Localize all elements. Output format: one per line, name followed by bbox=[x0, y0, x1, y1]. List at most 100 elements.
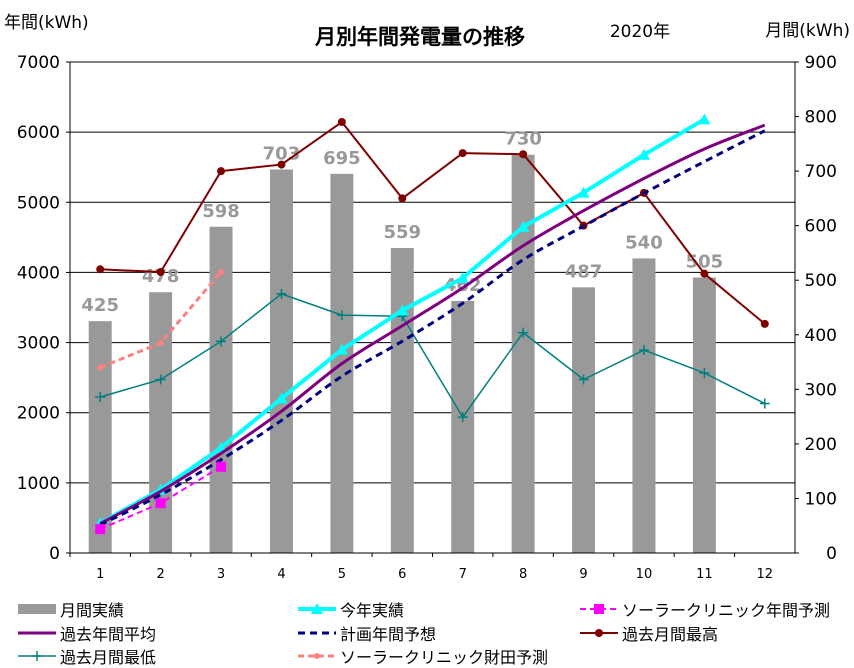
y-axis-right-ticks: 0 100 200 300 400 500 600 700 800 900 bbox=[795, 53, 837, 564]
x-tick-label: 1 bbox=[96, 567, 104, 582]
bar-value-label: 730 bbox=[504, 129, 542, 150]
legend-item: 月間実績 bbox=[18, 601, 124, 620]
y-right-tick-label: 600 bbox=[805, 217, 837, 237]
point-past_min bbox=[276, 288, 287, 299]
x-tick-label: 6 bbox=[398, 567, 406, 582]
bar-month bbox=[692, 277, 716, 553]
point-past_max bbox=[337, 118, 346, 127]
point-past_max bbox=[700, 269, 709, 278]
bar-month bbox=[88, 321, 112, 553]
x-tick-label: 7 bbox=[459, 567, 467, 582]
bar-value-label: 540 bbox=[625, 232, 663, 253]
point-actual bbox=[396, 304, 409, 316]
legend-label: 過去月間最低 bbox=[60, 648, 156, 667]
bar-month bbox=[572, 287, 596, 553]
point-past_min bbox=[95, 391, 106, 402]
bar-value-label: 598 bbox=[202, 201, 240, 222]
series-plan bbox=[99, 129, 766, 527]
point-actual bbox=[577, 186, 590, 198]
y-right-tick-label: 800 bbox=[805, 108, 837, 128]
x-tick-label: 8 bbox=[519, 567, 527, 582]
bar-month bbox=[269, 169, 293, 554]
point-actual bbox=[335, 343, 348, 355]
point-past_min bbox=[518, 327, 529, 338]
x-tick-label: 5 bbox=[338, 567, 346, 582]
legend-item: 過去月間最高 bbox=[580, 625, 718, 644]
legend-marker bbox=[32, 651, 42, 661]
series-past_min bbox=[95, 288, 770, 423]
legend-item: ソーラークリニック財田予測 bbox=[298, 648, 548, 667]
bar-month bbox=[149, 292, 173, 553]
bar-value-label: 559 bbox=[384, 222, 422, 243]
point-past_max bbox=[156, 268, 165, 277]
legend-marker bbox=[314, 653, 320, 659]
y-left-tick-label: 0 bbox=[49, 544, 60, 564]
bar-value-label: 487 bbox=[565, 261, 603, 282]
monthly-bars bbox=[88, 154, 716, 554]
point-projection_yearly bbox=[95, 524, 106, 535]
legend-item: 今年実績 bbox=[298, 601, 404, 620]
y-left-tick-label: 1000 bbox=[17, 474, 60, 494]
legend-label: 過去年間平均 bbox=[60, 625, 156, 644]
legend-label: 月間実績 bbox=[60, 601, 124, 620]
point-actual bbox=[517, 220, 530, 232]
point-actual bbox=[637, 148, 650, 160]
point-past_min bbox=[155, 374, 166, 385]
x-axis-ticks: 1 2 3 4 5 6 7 8 9 10 11 12 bbox=[69, 553, 774, 582]
legend-label: 過去月間最高 bbox=[622, 625, 718, 644]
y-right-tick-label: 0 bbox=[826, 544, 837, 564]
point-projection_yearly bbox=[155, 498, 166, 509]
y-left-tick-label: 2000 bbox=[17, 404, 60, 424]
y-left-tick-label: 5000 bbox=[17, 193, 60, 213]
point-projection_zaidan bbox=[218, 269, 225, 276]
point-past_min bbox=[759, 398, 770, 409]
year-label: 2020年 bbox=[610, 22, 670, 42]
x-tick-label: 11 bbox=[696, 567, 713, 582]
legend-marker bbox=[311, 603, 323, 614]
y-axis-left-ticks: 0 1000 2000 3000 4000 5000 6000 7000 bbox=[17, 53, 70, 564]
point-past_max bbox=[96, 265, 105, 274]
bar-month bbox=[209, 226, 233, 553]
legend-item: 計画年間予想 bbox=[298, 625, 436, 644]
line-past_min bbox=[99, 293, 766, 418]
legend-label: 今年実績 bbox=[340, 601, 404, 620]
legend-label: 計画年間予想 bbox=[340, 625, 436, 644]
series-projection_zaidan bbox=[97, 269, 225, 371]
series-past_max bbox=[96, 118, 769, 328]
y-axis-right-label: 月間(kWh) bbox=[765, 21, 850, 41]
bar-value-label: 425 bbox=[81, 295, 119, 316]
y-left-tick-label: 6000 bbox=[17, 123, 60, 143]
legend-marker bbox=[595, 629, 603, 637]
bar-value-label: 695 bbox=[323, 148, 361, 169]
point-actual bbox=[456, 272, 469, 284]
line-plan bbox=[99, 129, 766, 527]
x-tick-label: 2 bbox=[156, 567, 164, 582]
point-past_max bbox=[277, 160, 286, 169]
point-past_max bbox=[398, 194, 407, 203]
x-tick-label: 10 bbox=[636, 567, 653, 582]
bar-value-label: 703 bbox=[263, 143, 301, 164]
point-past_min bbox=[578, 374, 589, 385]
series-lines bbox=[94, 113, 770, 535]
legend-label: ソーラークリニック財田予測 bbox=[340, 648, 548, 667]
legend-item: 過去月間最低 bbox=[18, 648, 156, 667]
x-tick-label: 9 bbox=[579, 567, 587, 582]
y-axis-left-label: 年間(kWh) bbox=[4, 13, 89, 33]
chart-title: 月別年間発電量の推移 bbox=[314, 25, 525, 49]
x-tick-label: 12 bbox=[757, 567, 774, 582]
point-past_max bbox=[519, 150, 528, 159]
series-projection_yearly bbox=[95, 461, 227, 535]
y-left-tick-label: 3000 bbox=[17, 334, 60, 354]
y-left-tick-label: 4000 bbox=[17, 263, 60, 283]
point-past_min bbox=[336, 310, 347, 321]
y-right-tick-label: 300 bbox=[805, 380, 837, 400]
point-past_min bbox=[216, 336, 227, 347]
line-past_avg bbox=[99, 123, 766, 525]
point-projection_yearly bbox=[216, 461, 227, 472]
point-actual bbox=[275, 392, 288, 404]
point-projection_zaidan bbox=[157, 339, 164, 346]
bar-value-label: 505 bbox=[686, 251, 724, 272]
legend-item: 過去年間平均 bbox=[18, 625, 156, 644]
y-right-tick-label: 400 bbox=[805, 326, 837, 346]
